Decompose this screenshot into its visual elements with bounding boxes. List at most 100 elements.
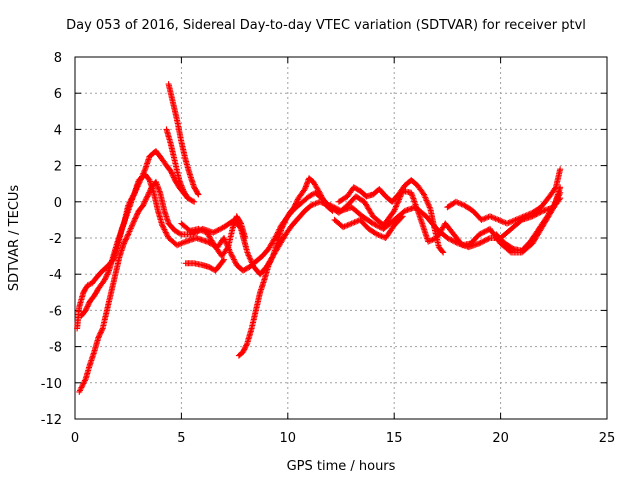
data-point-run <box>391 214 405 229</box>
series-arc-8 <box>235 175 336 359</box>
data-point-run <box>529 208 545 220</box>
x-axis-label: GPS time / hours <box>287 459 396 474</box>
data-point-run <box>172 159 182 182</box>
data-point-run <box>295 187 307 202</box>
series-arc-12 <box>493 189 564 254</box>
data-point <box>557 189 564 196</box>
data-point-run <box>352 193 367 204</box>
data-point-run <box>157 153 169 168</box>
data-point-run <box>340 221 354 231</box>
data-point-run <box>265 236 278 252</box>
data-point-run <box>306 175 316 184</box>
x-tick-label: 5 <box>177 431 185 446</box>
data-point-run <box>108 272 119 296</box>
data-point-run <box>323 202 335 213</box>
y-tick-label: 4 <box>54 123 62 138</box>
data-point-run <box>431 225 442 249</box>
data-point-run <box>261 263 272 283</box>
series-arc-9 <box>335 177 447 256</box>
x-tick-label: 25 <box>599 431 616 446</box>
data-point-run <box>125 191 137 209</box>
data-point-run <box>216 257 227 269</box>
data-point-run <box>374 231 388 241</box>
data-point-run <box>476 235 492 247</box>
y-tick-label: -4 <box>49 268 62 283</box>
data-point <box>195 191 202 198</box>
data-point-run <box>257 278 267 296</box>
data-point-run <box>110 240 121 260</box>
y-tick-label: 0 <box>54 196 62 211</box>
data-point-run <box>112 254 123 278</box>
data-point-run <box>265 254 276 269</box>
chart-title: Day 053 of 2016, Sidereal Day-to-day VTE… <box>66 18 586 33</box>
data-point <box>242 235 249 241</box>
data-point-run <box>450 231 465 247</box>
data-point-run <box>240 341 250 355</box>
data-point-run <box>93 268 105 281</box>
data-point-run <box>167 168 178 182</box>
data-point-run <box>191 184 201 197</box>
data-point-run <box>421 191 433 211</box>
data-point-run <box>335 194 350 205</box>
data-point <box>440 249 447 256</box>
data-point-run <box>203 229 218 249</box>
data-point-run <box>335 203 350 216</box>
data-point-run <box>550 191 563 209</box>
data-point <box>191 198 198 205</box>
data-point-run <box>508 217 524 232</box>
grid <box>75 57 607 419</box>
data-point-run <box>348 204 365 219</box>
data-point-run <box>99 308 110 332</box>
data-point-run <box>467 232 482 247</box>
series-arc-6 <box>178 213 249 260</box>
data-point-run <box>95 326 106 341</box>
data-point-run <box>359 213 375 226</box>
data-point-run <box>235 349 245 359</box>
data-point-run <box>546 185 558 200</box>
data-point-run <box>274 227 284 247</box>
data-point-run <box>512 213 526 223</box>
data-point-run <box>493 231 507 246</box>
data-point-run <box>91 286 101 299</box>
data-point-run <box>167 140 178 164</box>
data-point-run <box>210 224 226 236</box>
data-point-run <box>142 171 152 182</box>
x-tick-label: 10 <box>280 431 297 446</box>
data-point-run <box>165 81 176 104</box>
data-point-run <box>135 203 146 214</box>
data-point-run <box>361 198 376 218</box>
data-point-run <box>427 206 438 231</box>
data-point-run <box>218 245 231 260</box>
data-point-run <box>289 216 301 229</box>
data-point-run <box>82 299 93 314</box>
data-point-run <box>244 326 255 346</box>
data-point-run <box>527 227 542 245</box>
data-point-run <box>461 202 475 214</box>
data-marks <box>74 81 564 395</box>
data-point-run <box>240 264 252 274</box>
data-point-run <box>227 249 239 267</box>
data-point-run <box>120 232 131 247</box>
data-point-run <box>180 187 191 200</box>
data-point-run <box>529 205 543 216</box>
data-point-run <box>344 185 356 200</box>
x-tick-label: 15 <box>386 431 403 446</box>
data-point-run <box>150 189 161 213</box>
data-point-run <box>282 210 293 223</box>
data-point-run <box>310 178 322 195</box>
y-tick-label: -6 <box>49 304 62 319</box>
data-point <box>220 256 227 263</box>
data-point <box>399 213 406 220</box>
data-point-run <box>157 189 167 213</box>
data-point-run <box>414 182 427 197</box>
data-point-run <box>297 194 311 207</box>
data-point-run <box>114 222 127 245</box>
data-point-run <box>518 239 533 254</box>
data-point-run <box>357 216 371 231</box>
data-point-run <box>169 99 180 122</box>
data-point-run <box>78 308 88 319</box>
data-point-run <box>444 235 460 246</box>
data-point-run <box>131 209 142 223</box>
data-point-run <box>172 177 182 190</box>
data-point-run <box>350 184 362 194</box>
